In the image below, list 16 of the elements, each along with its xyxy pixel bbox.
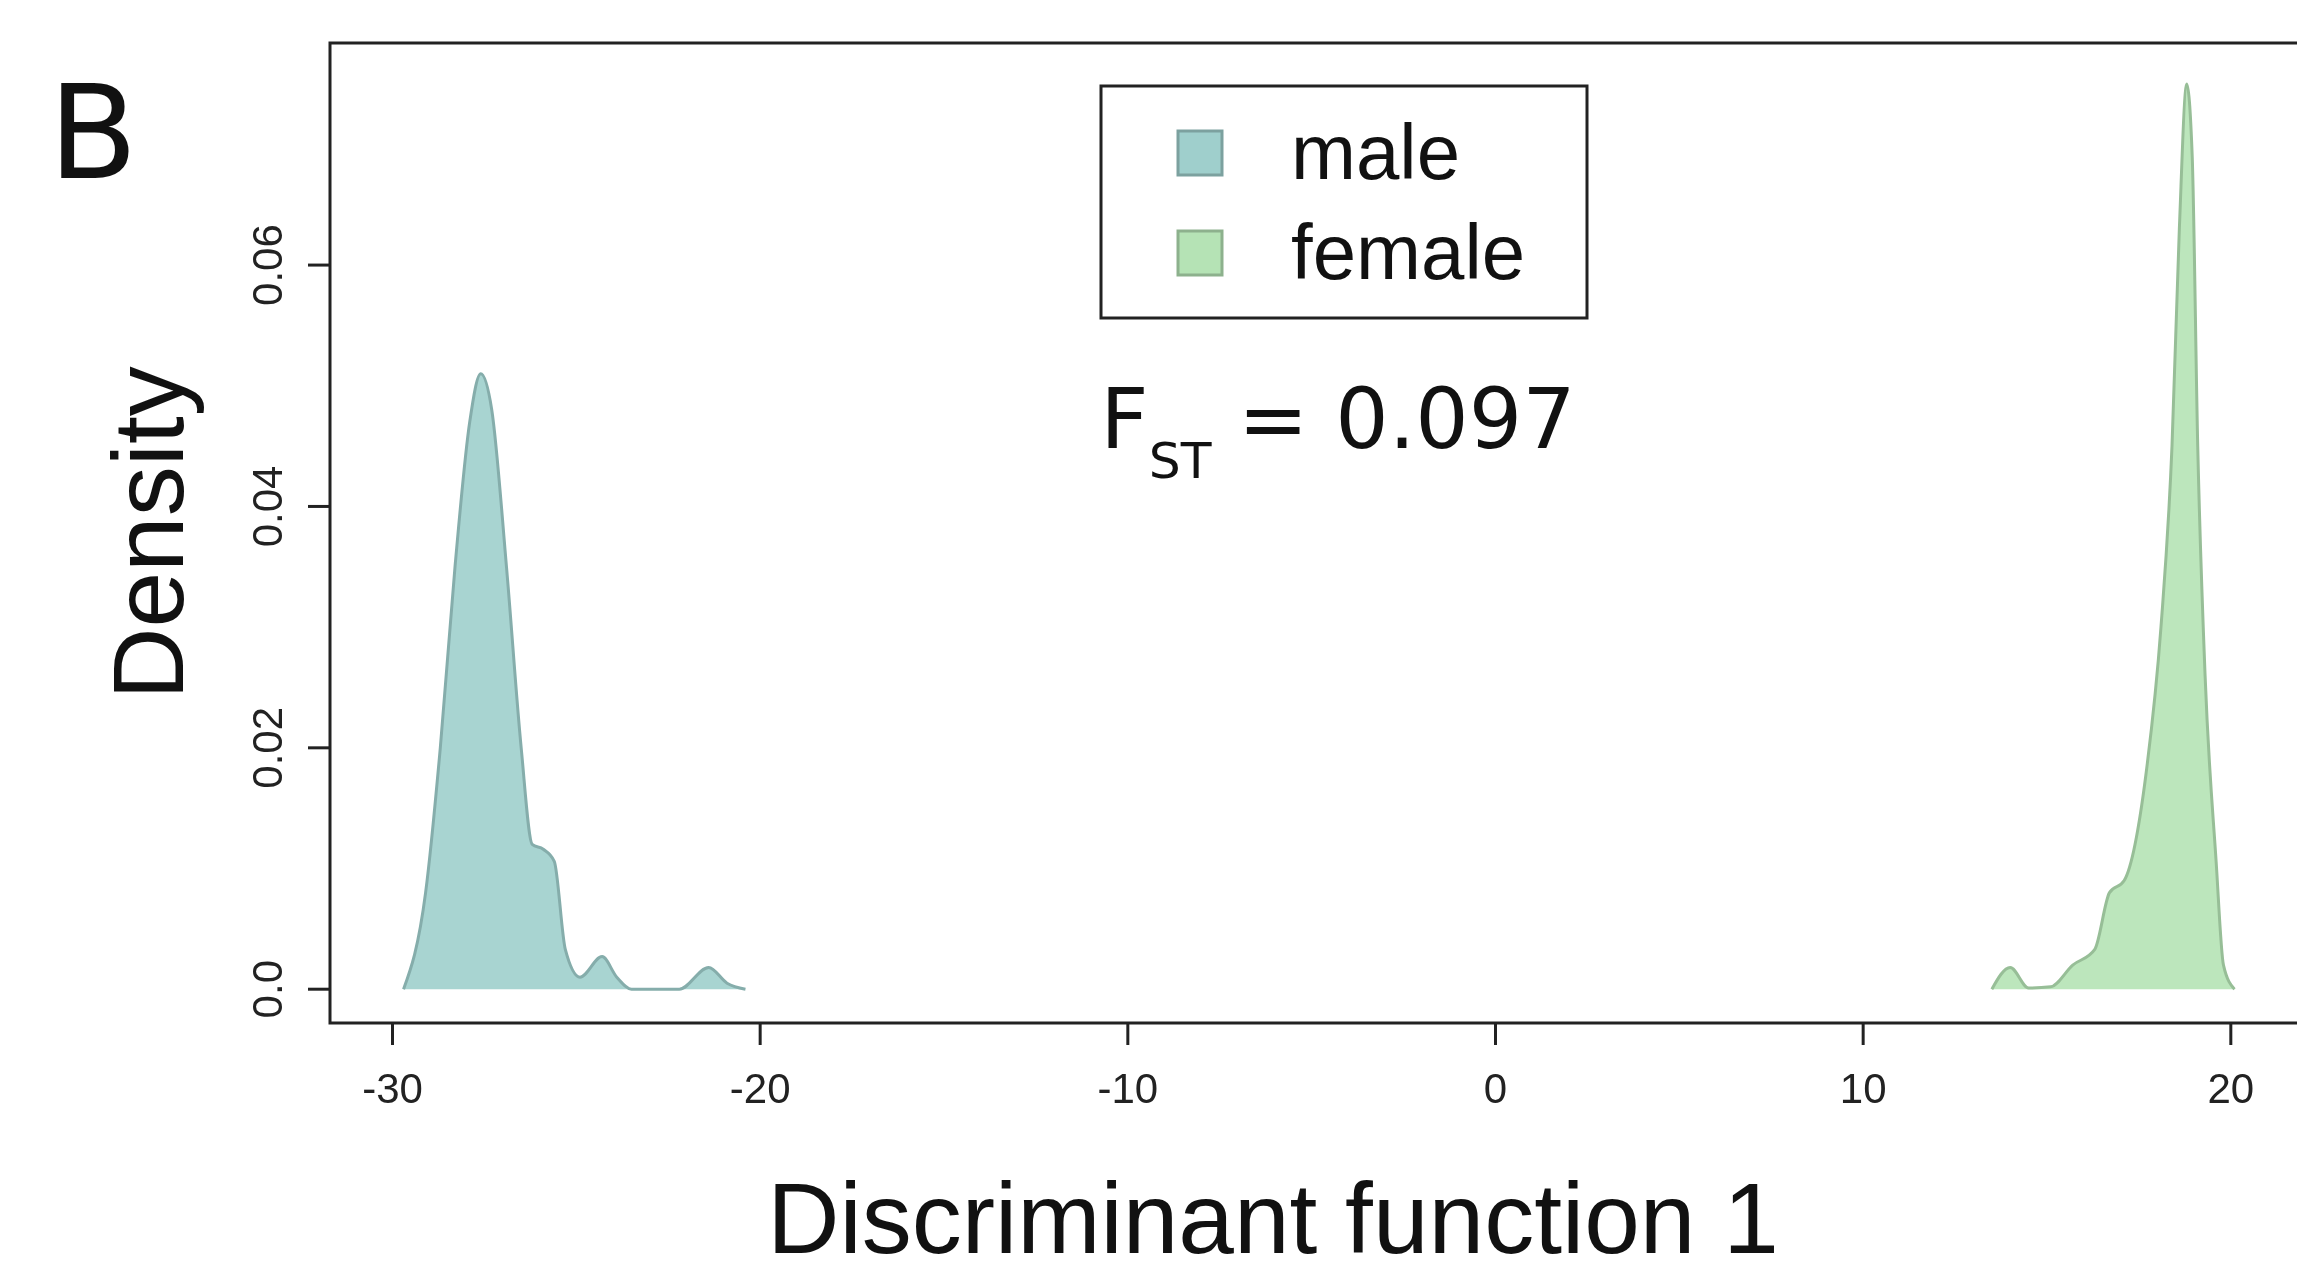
x-tick-label: -20 (729, 1065, 791, 1112)
text: B (48, 57, 138, 209)
x-tick-label: 20 (2207, 1065, 2255, 1112)
y-tick-label: 0.06 (244, 224, 291, 306)
x-axis-title: Discriminant function 1 (767, 1162, 1779, 1267)
x-tick-label: 10 (1839, 1065, 1887, 1112)
legend-label: male (1291, 108, 1461, 196)
legend-label: female (1291, 208, 1526, 296)
y-tick-label: 0.04 (244, 465, 291, 548)
x-tick-label: -30 (362, 1065, 423, 1112)
x-tick-label: 0 (1483, 1065, 1508, 1112)
y-tick-label: 0.0 (244, 960, 291, 1019)
x-tick-label: -10 (1097, 1065, 1159, 1112)
y-tick-label: 0.02 (244, 706, 291, 789)
y-axis-title: Density (92, 366, 204, 700)
annotation: F$_{ST}$ = 0.097 (1100, 370, 1576, 490)
